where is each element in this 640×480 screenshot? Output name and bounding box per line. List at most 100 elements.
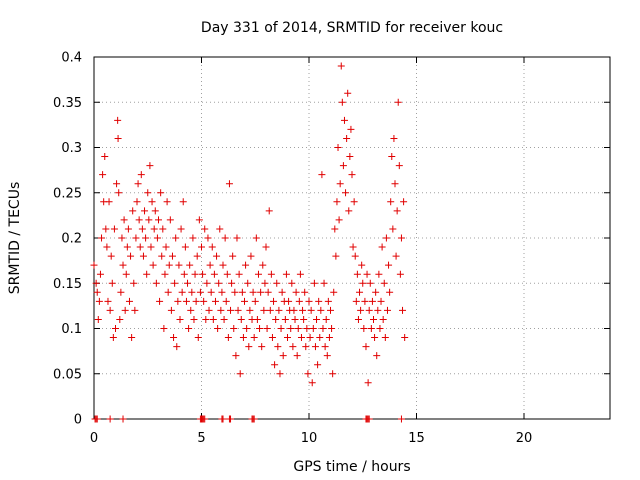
data-point — [207, 288, 215, 296]
data-point — [381, 334, 389, 342]
data-point — [253, 315, 261, 323]
data-point — [307, 306, 315, 314]
data-point — [170, 334, 178, 342]
data-point — [108, 279, 116, 287]
data-point — [122, 270, 130, 278]
data-point — [252, 234, 260, 242]
data-point — [296, 270, 304, 278]
data-point — [156, 297, 164, 305]
data-point — [308, 379, 316, 387]
data-point — [324, 297, 332, 305]
data-point — [265, 207, 273, 215]
y-tick-label: 0 — [74, 413, 82, 428]
data-point — [306, 334, 314, 342]
data-point — [208, 243, 216, 251]
data-point — [339, 162, 347, 170]
data-point — [353, 270, 361, 278]
data-point — [178, 288, 186, 296]
data-point — [134, 180, 142, 188]
data-point — [266, 306, 274, 314]
data-point — [393, 207, 401, 215]
data-point — [99, 171, 107, 179]
data-point — [282, 270, 290, 278]
data-point — [396, 270, 404, 278]
data-point — [101, 153, 109, 161]
data-point — [184, 279, 192, 287]
data-point — [277, 325, 285, 332]
y-tick-label: 0.4 — [61, 51, 82, 66]
data-point — [200, 297, 208, 305]
data-point — [303, 325, 311, 332]
data-point — [113, 180, 121, 188]
data-point — [136, 243, 144, 251]
data-point — [120, 216, 128, 224]
data-point — [142, 234, 150, 242]
data-point — [203, 279, 211, 287]
data-point — [173, 343, 181, 351]
data-point — [98, 234, 106, 242]
data-point — [263, 325, 271, 332]
data-point — [338, 98, 346, 106]
data-point — [247, 252, 255, 260]
data-point — [110, 225, 118, 233]
data-point — [218, 288, 226, 296]
data-point — [167, 306, 175, 314]
data-point — [245, 343, 253, 351]
data-point — [219, 261, 227, 269]
data-point — [337, 62, 345, 70]
chart-title: Day 331 of 2014, SRMTID for receiver kou… — [201, 20, 503, 36]
data-point — [237, 315, 245, 323]
data-point — [191, 270, 199, 278]
data-point — [342, 189, 350, 197]
data-point — [193, 252, 201, 260]
data-point — [137, 171, 145, 179]
data-point — [395, 162, 403, 170]
data-point — [372, 288, 380, 296]
data-point — [273, 279, 281, 287]
data-point — [150, 225, 158, 233]
data-point — [260, 306, 268, 314]
data-point — [275, 306, 283, 314]
data-point — [250, 415, 258, 423]
axis-ticks: 0 0.05 0.1 0.15 0.2 0.25 0.3 0.35 0.4 0 5 10 15 20 — [53, 51, 610, 446]
data-point — [116, 315, 124, 323]
data-point — [309, 325, 317, 332]
data-point — [348, 171, 356, 179]
data-point — [401, 334, 409, 342]
x-tick-label: 0 — [90, 431, 98, 446]
data-point — [187, 306, 195, 314]
data-point — [357, 306, 365, 314]
data-point — [297, 334, 305, 342]
data-point — [346, 153, 354, 161]
data-point — [227, 415, 235, 423]
data-point — [374, 306, 382, 314]
data-point — [152, 279, 160, 287]
data-point — [148, 198, 156, 206]
data-point — [289, 343, 297, 351]
data-point — [319, 325, 327, 332]
data-point — [304, 370, 312, 378]
data-point — [201, 415, 209, 423]
data-point — [172, 234, 180, 242]
data-point — [386, 288, 394, 296]
data-point — [225, 180, 233, 188]
data-point — [239, 334, 247, 342]
data-point — [214, 325, 222, 332]
data-point — [293, 352, 301, 360]
data-point — [112, 325, 119, 332]
data-point — [131, 306, 139, 314]
data-point — [276, 370, 284, 378]
data-point — [188, 288, 196, 296]
data-point — [376, 325, 384, 332]
data-point — [261, 279, 269, 287]
y-tick-label: 0.3 — [61, 141, 82, 156]
data-point — [216, 225, 224, 233]
data-point — [313, 315, 321, 323]
data-point — [219, 415, 227, 423]
data-point — [366, 279, 374, 287]
data-point — [250, 334, 258, 342]
data-point — [343, 134, 351, 142]
data-point — [327, 306, 334, 314]
data-point — [114, 134, 122, 142]
data-point — [332, 252, 340, 260]
